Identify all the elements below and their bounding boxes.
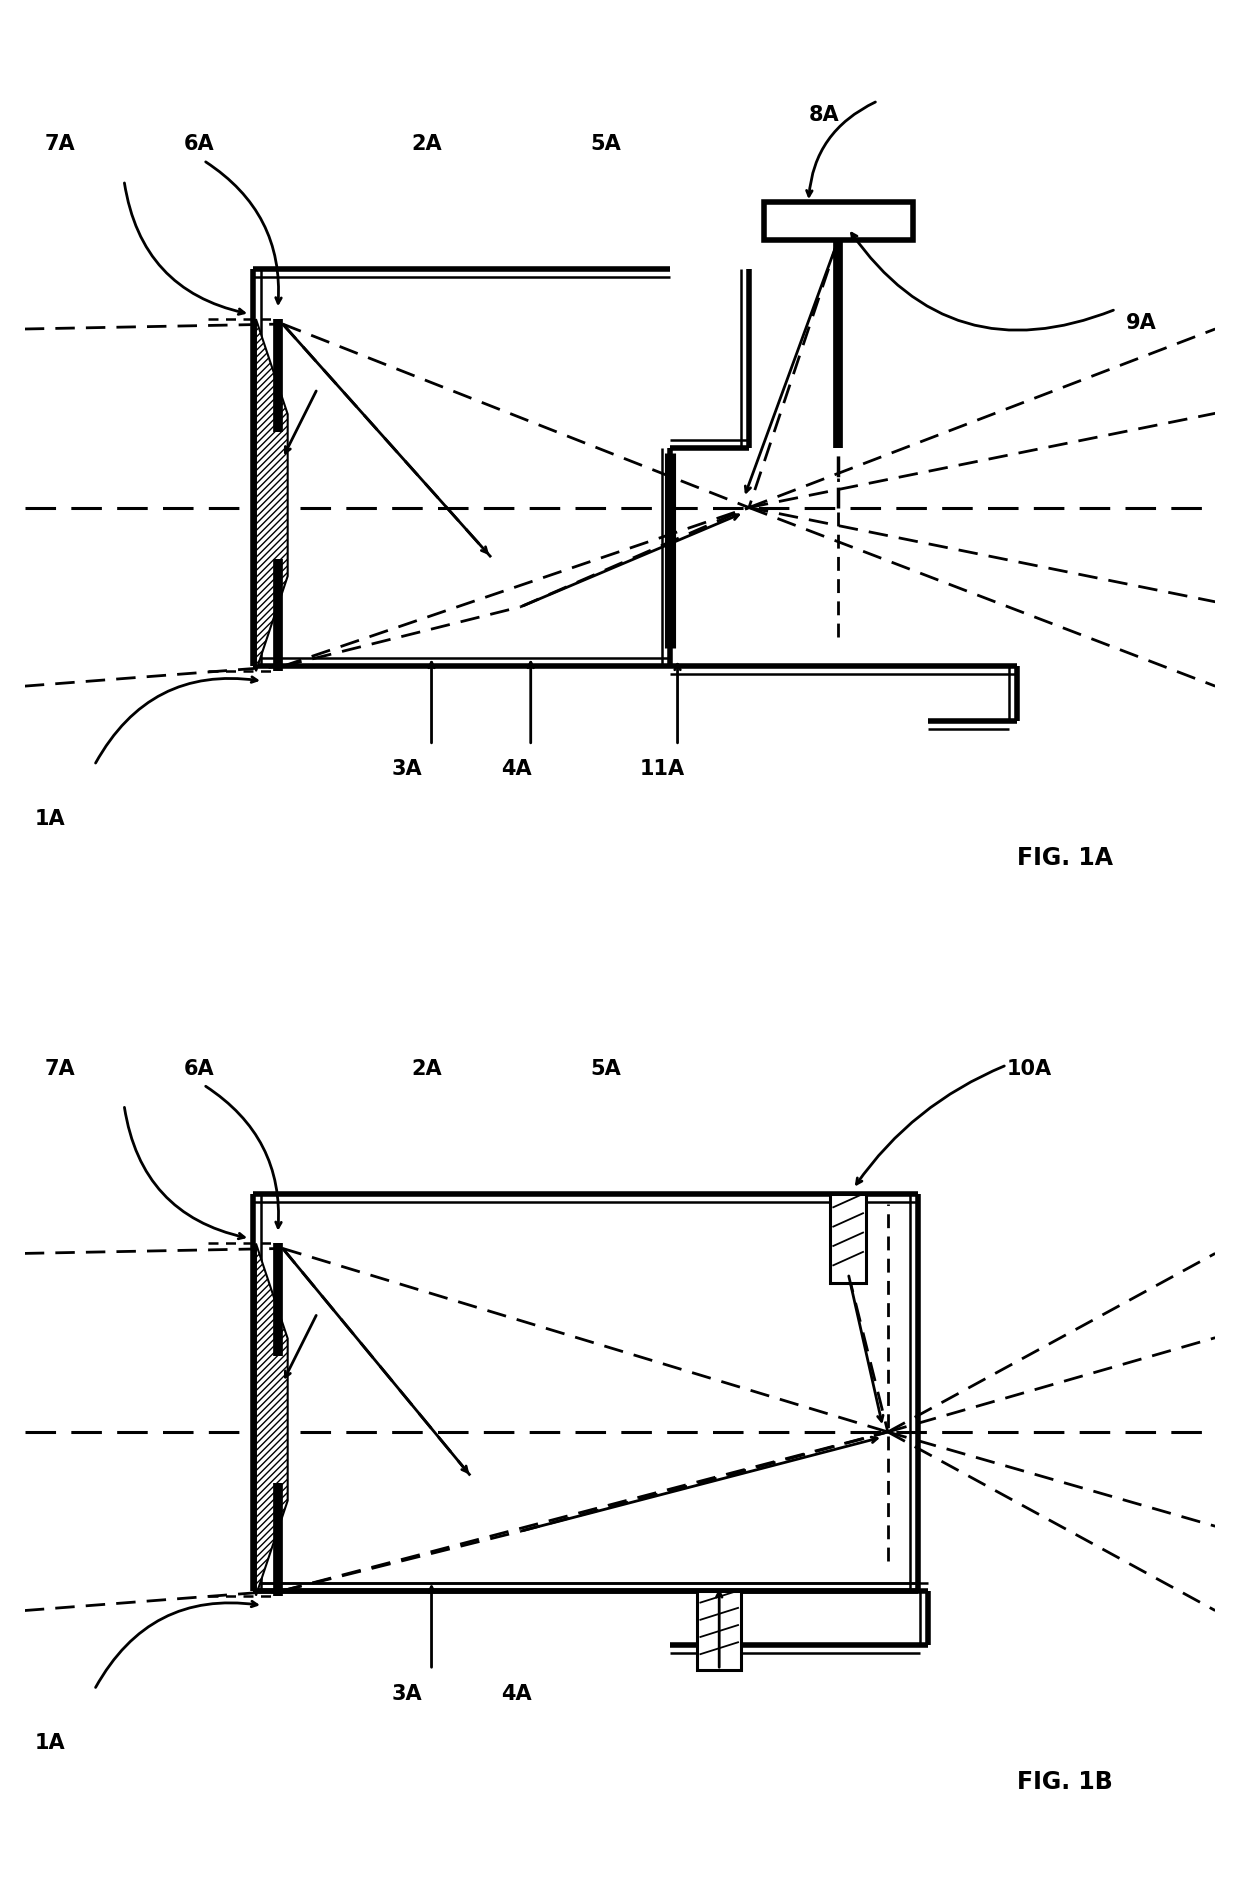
- Polygon shape: [255, 320, 288, 671]
- Text: 7A: 7A: [45, 1058, 76, 1079]
- Text: 1A: 1A: [35, 1733, 66, 1754]
- Bar: [764, 201, 913, 241]
- Text: 10A: 10A: [1007, 1058, 1052, 1079]
- Text: 2A: 2A: [412, 1058, 443, 1079]
- Text: 7A: 7A: [45, 135, 76, 154]
- Text: 1A: 1A: [35, 808, 66, 829]
- Text: 11A: 11A: [640, 760, 684, 780]
- Text: 3A: 3A: [392, 760, 423, 780]
- Text: 4A: 4A: [501, 760, 532, 780]
- Text: 8A: 8A: [808, 105, 839, 124]
- Text: 5A: 5A: [590, 135, 621, 154]
- Text: 4A: 4A: [501, 1684, 532, 1703]
- Text: 2A: 2A: [412, 135, 443, 154]
- Bar: [697, 1590, 742, 1669]
- Polygon shape: [255, 1243, 288, 1596]
- Text: FIG. 1B: FIG. 1B: [1017, 1771, 1112, 1794]
- Text: 3A: 3A: [392, 1684, 423, 1703]
- Bar: [831, 1194, 866, 1284]
- Text: 6A: 6A: [184, 135, 215, 154]
- Text: 9A: 9A: [1126, 312, 1157, 333]
- Text: 5A: 5A: [590, 1058, 621, 1079]
- Text: FIG. 1A: FIG. 1A: [1017, 846, 1112, 870]
- Text: 6A: 6A: [184, 1058, 215, 1079]
